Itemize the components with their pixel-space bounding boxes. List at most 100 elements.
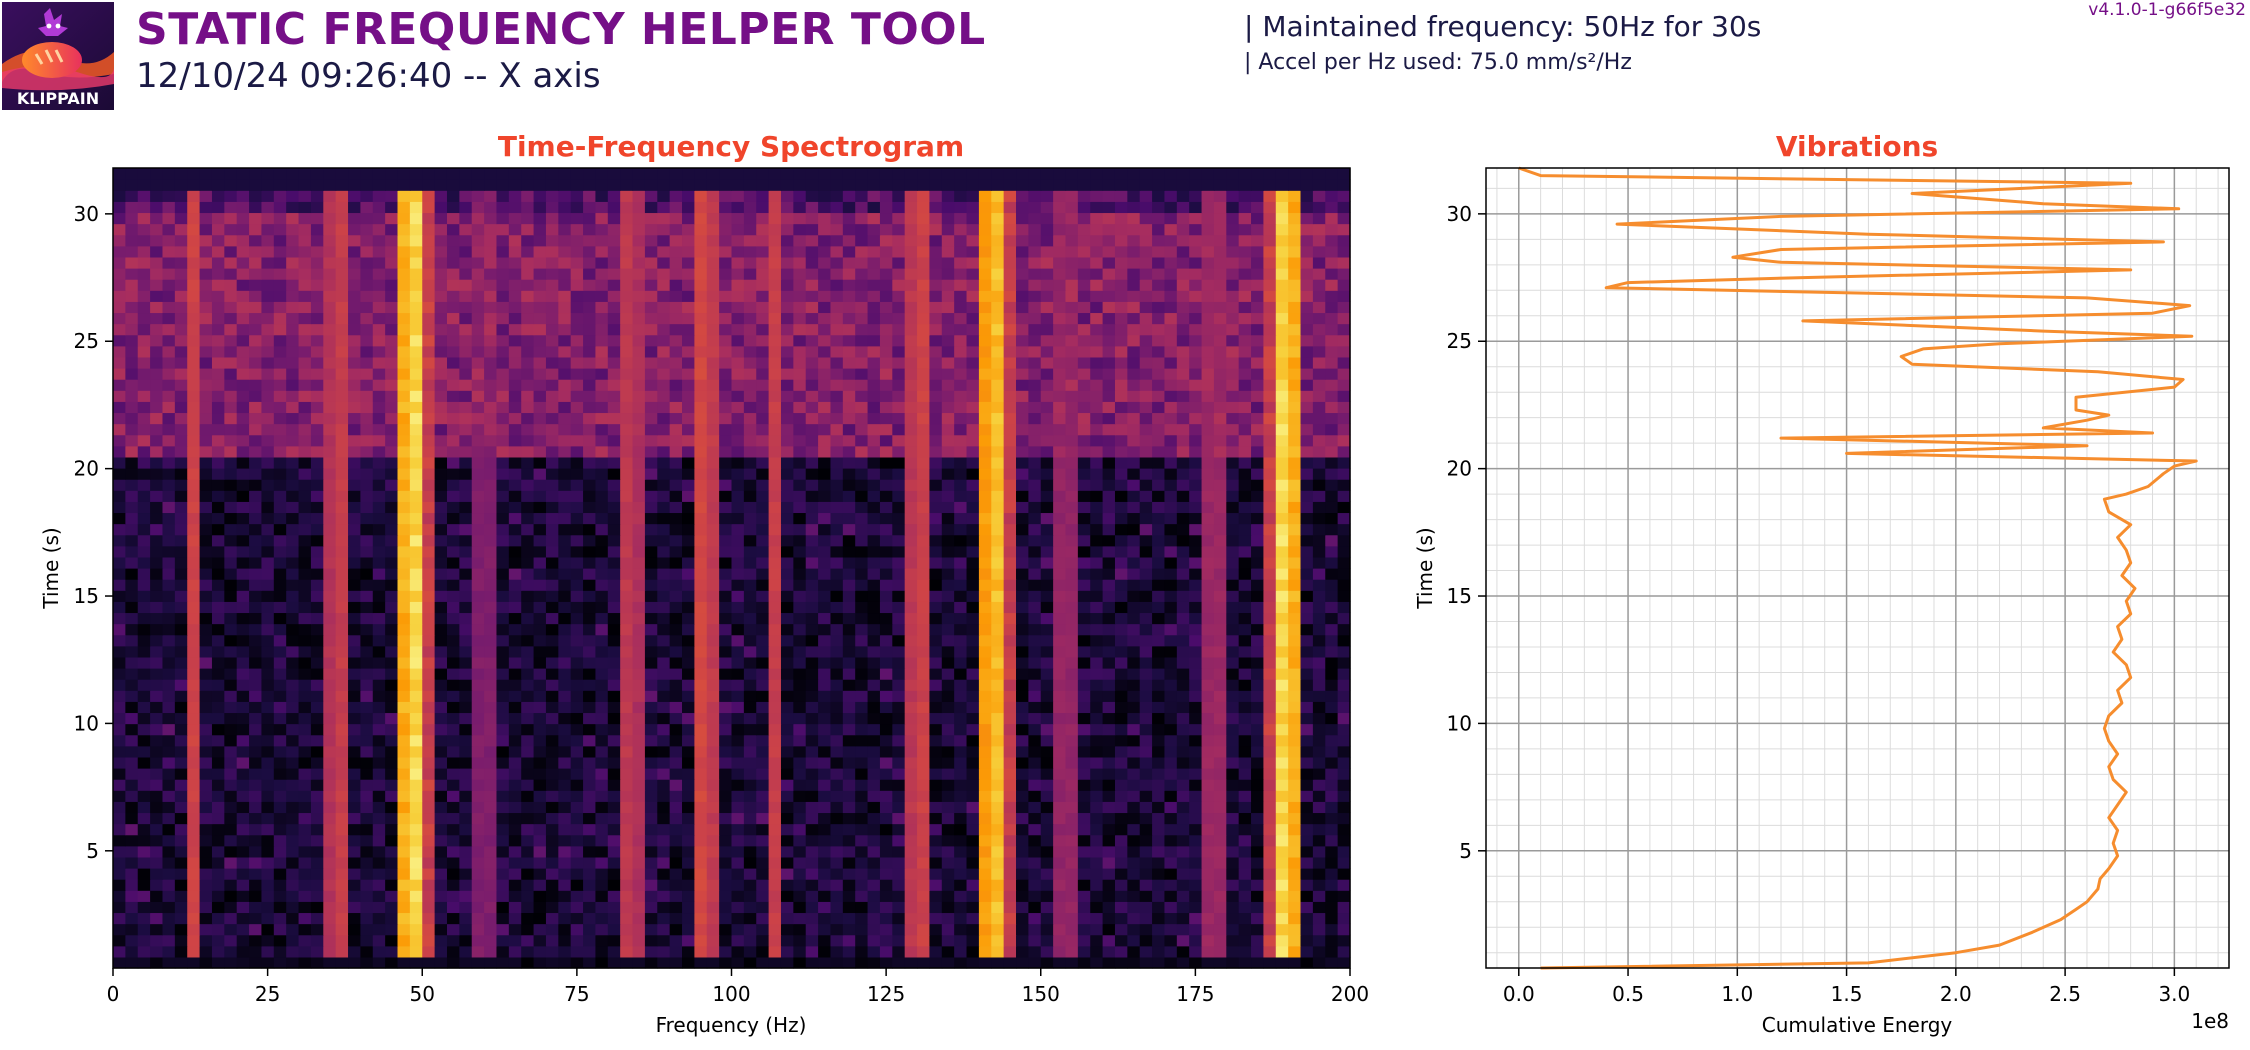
spectrogram-cell [496, 834, 510, 847]
spectrogram-cell [1003, 801, 1017, 814]
spectrogram-cell [162, 468, 176, 480]
spectrogram-cell [842, 545, 856, 558]
spectrogram-cell [125, 934, 139, 947]
spectrogram-cell [484, 634, 498, 647]
spectrogram-cell [360, 845, 374, 858]
spectrogram-cell [1065, 723, 1079, 736]
spectrogram-cell [731, 868, 745, 880]
spectrogram-cell [1028, 945, 1042, 958]
spectrogram-cell [533, 445, 547, 458]
spectrogram-cell [397, 890, 411, 902]
spectrogram-cell [966, 956, 980, 969]
spectrogram-cell [1139, 668, 1153, 680]
spectrogram-cell [422, 923, 436, 936]
spectrogram-cell [1102, 501, 1116, 514]
spectrogram-cell [793, 445, 807, 458]
spectrogram-cell [632, 745, 646, 758]
spectrogram-cell [954, 912, 968, 925]
spectrogram-cell [1077, 568, 1091, 580]
spectrogram-cell [867, 790, 881, 802]
spectrogram-cell [1077, 723, 1091, 736]
spectrogram-cell [1065, 645, 1079, 658]
spectrogram-cell [1127, 834, 1141, 847]
spectrogram-cell [434, 890, 448, 902]
spectrogram-cell [1077, 856, 1091, 869]
spectrogram-cell [422, 679, 436, 691]
spectrogram-cell [1226, 790, 1240, 802]
spectrogram-cell [731, 923, 745, 936]
spectrogram-cell [1288, 656, 1302, 669]
spectrogram-cell [793, 734, 807, 747]
spectrogram-cell [323, 723, 337, 736]
spectrogram-cell [310, 812, 324, 825]
spectrogram-cell [249, 734, 263, 747]
spectrogram-cell [533, 823, 547, 836]
spectrogram-cell [1312, 945, 1326, 958]
spectrogram-cell [756, 801, 770, 814]
spectrogram-cell [620, 501, 634, 514]
spectrogram-cell [1176, 612, 1190, 625]
spectrogram-cell [867, 956, 881, 969]
spectrogram-cell [211, 801, 225, 814]
spectrogram-cell [917, 568, 931, 580]
spectrogram-cell [1201, 423, 1215, 436]
spectrogram-cell [657, 801, 671, 814]
spectrogram-cell [1028, 823, 1042, 836]
spectrogram-cell [879, 556, 893, 569]
spectrogram-cell [150, 812, 164, 825]
spectrogram-cell [682, 934, 695, 947]
spectrogram-cell [842, 879, 856, 891]
spectrogram-cell [1189, 523, 1203, 536]
spectrogram-cell [1077, 868, 1091, 880]
spectrogram-cell [719, 779, 733, 791]
spectrogram-cell [1300, 556, 1314, 569]
spectrogram-cell [1251, 712, 1265, 725]
spectrogram-cell [867, 679, 881, 691]
spectrogram-cell [1263, 679, 1277, 691]
spectrogram-cell [929, 734, 943, 747]
spectrogram-cell [422, 523, 436, 536]
spectrogram-cell [607, 768, 621, 780]
spectrogram-cell [743, 823, 757, 836]
spectrogram-cell [657, 523, 671, 536]
spectrogram-cell [1016, 412, 1029, 425]
spectrogram-cell [1176, 701, 1190, 714]
spectrogram-cell [1016, 823, 1029, 836]
spectrogram-cell [496, 712, 510, 725]
spectrogram-cell [1238, 768, 1252, 780]
spectrogram-cell [1053, 523, 1067, 536]
spectrogram-cell [1040, 768, 1054, 780]
spectrogram-cell [1003, 545, 1017, 558]
spectrogram-cell [348, 856, 361, 869]
spectrogram-cell [1213, 812, 1227, 825]
spectrogram-cell [286, 690, 300, 702]
spectrogram-cell [867, 590, 881, 602]
spectrogram-cell [1065, 590, 1079, 602]
spectrogram-cell [385, 612, 399, 625]
spectrogram-cell [1275, 468, 1289, 480]
spectrogram-cell [1300, 468, 1314, 480]
spectrogram-cell [310, 556, 324, 569]
spectrogram-cell [1065, 712, 1079, 725]
spectrogram-cell [1201, 923, 1215, 936]
spectrogram-cell [1164, 823, 1178, 836]
spectrogram-cell [1127, 568, 1141, 580]
spectrogram-cell [1201, 790, 1215, 802]
spectrogram-cell [756, 556, 770, 569]
spectrogram-cell [1325, 734, 1339, 747]
spectrogram-cell [496, 423, 510, 436]
spectrogram-cell [941, 890, 955, 902]
spectrogram-cell [731, 690, 745, 702]
spectrogram-cell [892, 834, 906, 847]
spectrogram-cell [174, 879, 188, 891]
spectrogram-cell [372, 690, 386, 702]
spectrogram-cell [508, 856, 522, 869]
spectrogram-cell [335, 934, 349, 947]
spectrogram-cell [830, 934, 844, 947]
spectrogram-cell [558, 545, 572, 558]
spectrogram-cell [224, 490, 238, 502]
spectrogram-cell [397, 601, 411, 614]
spectrogram-cell [941, 868, 955, 880]
spectrogram-cell [496, 934, 510, 947]
spectrogram-cell [1016, 523, 1029, 536]
